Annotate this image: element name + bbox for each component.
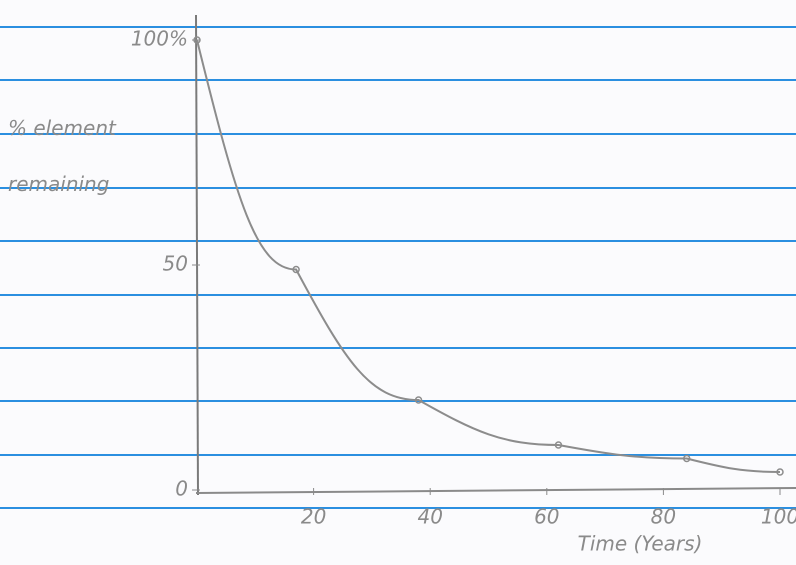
x-tick-label: 100 bbox=[761, 505, 796, 529]
y-tick-label: 50 bbox=[163, 252, 188, 276]
data-line bbox=[197, 40, 780, 472]
y-axis bbox=[196, 15, 198, 495]
x-tick-label: 80 bbox=[651, 505, 676, 529]
x-tick-label: 60 bbox=[534, 505, 559, 529]
x-axis-label: Time (Years) bbox=[578, 532, 703, 556]
chart: Time (Years) 0 50 100% 20 40 60 80 100 bbox=[0, 0, 796, 565]
x-axis bbox=[196, 488, 796, 493]
y-tick-label: 0 bbox=[175, 477, 188, 501]
y-axis-label: % element remaining bbox=[8, 100, 158, 212]
page: Time (Years) 0 50 100% 20 40 60 80 100 % elemen… bbox=[0, 0, 796, 565]
x-tick-label: 20 bbox=[301, 505, 326, 529]
y-tick-label: 100% bbox=[131, 27, 188, 51]
x-tick-label: 40 bbox=[417, 505, 442, 529]
